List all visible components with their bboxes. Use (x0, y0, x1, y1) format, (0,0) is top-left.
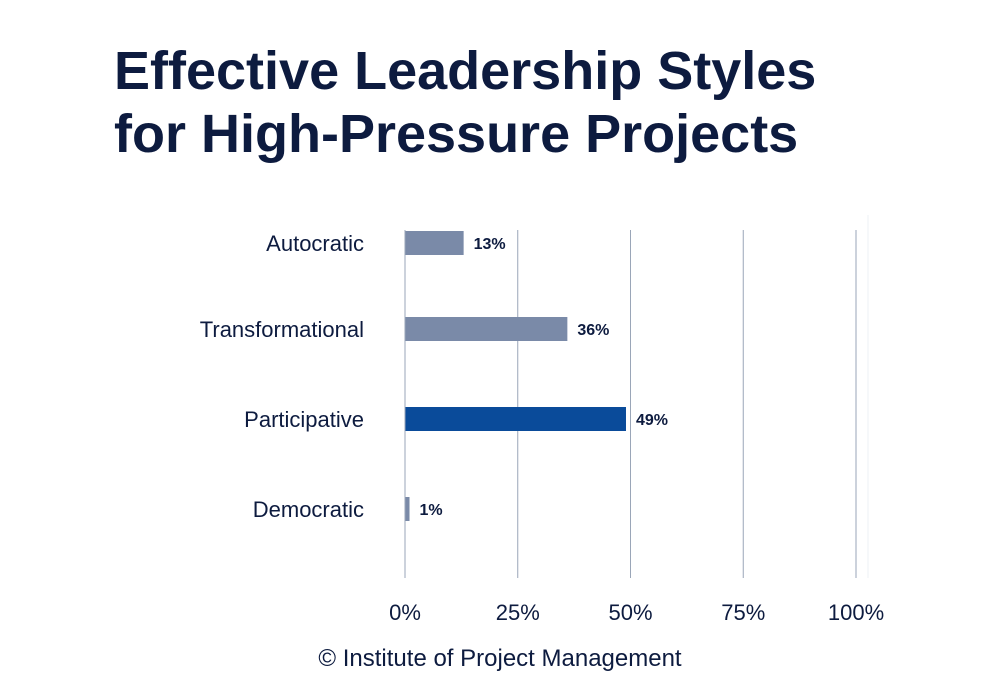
chart-title: Effective Leadership Styles for High-Pre… (114, 40, 934, 166)
x-tick-label: 25% (496, 600, 540, 625)
bar (405, 231, 464, 255)
data-label: 36% (577, 322, 609, 339)
category-label: Transformational (200, 317, 364, 342)
bar (405, 407, 626, 431)
data-label: 13% (474, 236, 506, 253)
category-label: Democratic (253, 497, 364, 522)
x-tick-label: 100% (828, 600, 884, 625)
source-credit: © Institute of Project Management (318, 645, 682, 672)
category-label: Participative (244, 407, 364, 432)
bar (405, 497, 410, 521)
bar (405, 317, 568, 341)
x-tick-label: 75% (721, 600, 765, 625)
category-label: Autocratic (266, 231, 364, 256)
data-label: 1% (420, 502, 443, 519)
title-line-1: Effective Leadership Styles (114, 41, 817, 101)
x-tick-label: 0% (389, 600, 421, 625)
title-line-2: for High-Pressure Projects (114, 104, 799, 164)
data-label: 49% (636, 412, 668, 429)
x-tick-label: 50% (608, 600, 652, 625)
